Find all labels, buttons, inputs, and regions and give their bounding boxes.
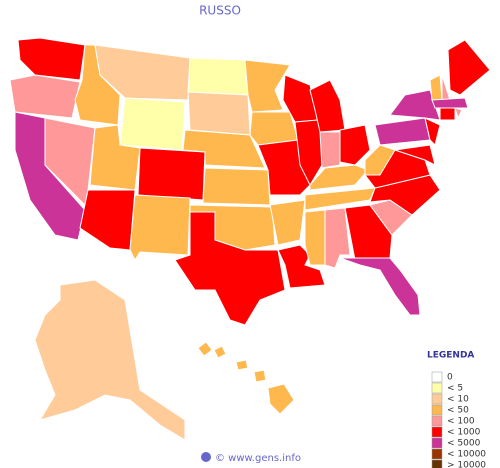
legend-swatch xyxy=(431,371,443,383)
region xyxy=(253,369,267,383)
region xyxy=(364,144,396,176)
legend-label: < 10 xyxy=(447,395,469,405)
region xyxy=(424,117,441,146)
region xyxy=(249,111,299,146)
region xyxy=(174,211,286,326)
legend-swatch xyxy=(431,415,443,427)
legend-swatch xyxy=(431,382,443,394)
region xyxy=(202,167,271,206)
legend-label: < 10000 xyxy=(447,450,486,460)
region xyxy=(441,74,451,101)
region xyxy=(394,144,436,166)
region xyxy=(213,345,227,359)
region xyxy=(267,383,295,415)
region xyxy=(319,131,341,169)
region xyxy=(235,359,249,371)
region xyxy=(34,279,186,441)
legend-label: > 10000 xyxy=(447,461,486,468)
region xyxy=(374,117,431,146)
legend-swatch xyxy=(431,437,443,449)
region xyxy=(197,341,213,357)
regions xyxy=(9,37,491,441)
region xyxy=(119,97,186,151)
legend-swatch xyxy=(431,459,443,468)
region xyxy=(94,44,191,101)
legend-label: < 1000 xyxy=(447,428,481,438)
legend-label: 0 xyxy=(447,373,453,383)
region xyxy=(339,124,371,166)
region xyxy=(339,257,421,316)
legend-swatch xyxy=(431,404,443,416)
region xyxy=(429,74,443,101)
legend-label: < 5 xyxy=(447,384,463,394)
region xyxy=(447,39,491,96)
region xyxy=(277,244,326,289)
region xyxy=(187,91,251,136)
region xyxy=(17,37,86,81)
map-title: RUSSO xyxy=(199,4,241,18)
region xyxy=(344,204,393,261)
region xyxy=(431,97,469,109)
legend-label: < 5000 xyxy=(447,439,481,449)
legend-label: < 50 xyxy=(447,406,469,416)
legend: 0< 5< 10< 50< 100< 1000< 5000< 10000> 10… xyxy=(431,371,486,468)
region xyxy=(9,74,81,119)
legend-swatch xyxy=(431,393,443,405)
footer-icon xyxy=(201,452,211,462)
region xyxy=(79,189,136,251)
legend-swatch xyxy=(431,448,443,460)
legend-label: < 100 xyxy=(447,417,475,427)
region xyxy=(129,194,191,262)
region xyxy=(244,59,291,113)
region xyxy=(304,187,376,211)
region xyxy=(294,119,326,187)
region xyxy=(187,57,249,96)
legend-title: LEGENDA xyxy=(427,351,474,361)
footer: © www.gens.info xyxy=(215,453,301,464)
region xyxy=(454,107,463,120)
legend-swatch xyxy=(431,426,443,438)
region xyxy=(137,147,206,201)
region xyxy=(269,199,306,246)
region xyxy=(439,107,456,121)
region xyxy=(304,209,326,266)
